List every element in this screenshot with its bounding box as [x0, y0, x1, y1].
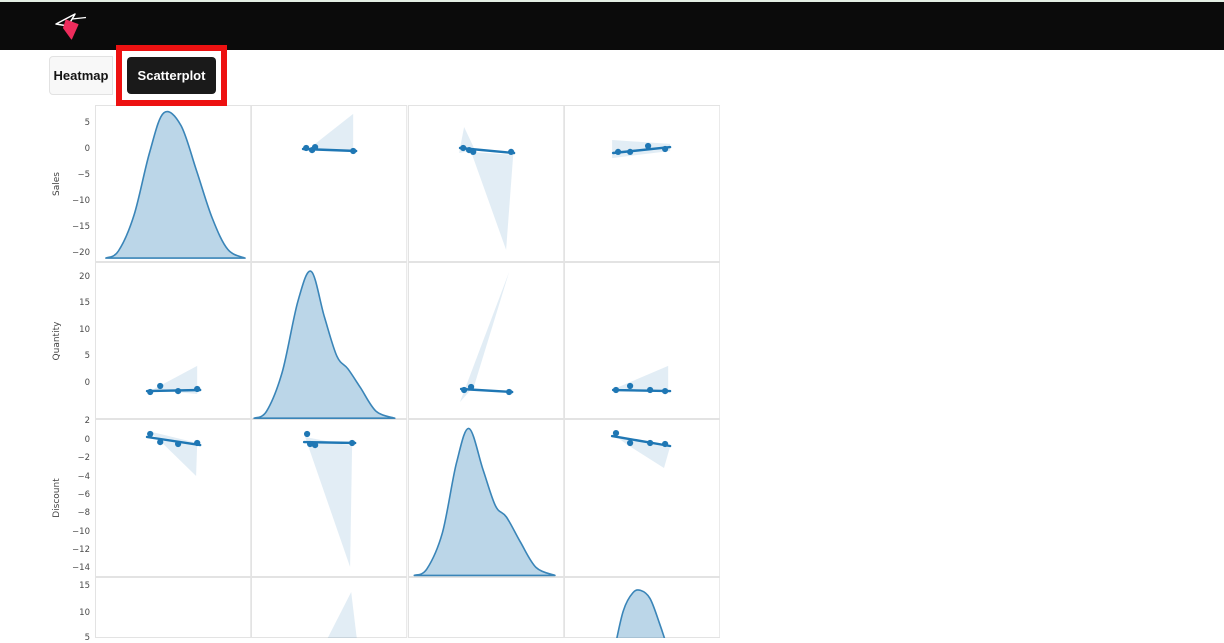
matrix-cell-r2-c2: [407, 419, 564, 577]
logo-body: [63, 19, 79, 40]
y-tick-label: −5: [77, 170, 90, 181]
y-tick-label: 0: [84, 435, 90, 445]
matrix-cell-r0-c0: [95, 105, 252, 262]
y-tick-label: −10: [72, 526, 90, 537]
matrix-cell-r2-c1: [251, 419, 408, 577]
y-tick-label: 0: [84, 143, 90, 154]
axis-label-sales: Sales: [52, 171, 62, 196]
matrix-cell-r2-c3: [563, 419, 720, 577]
y-tick-label: −2: [77, 453, 90, 464]
logo-beak: [71, 16, 87, 20]
matrix-cell-r3-c2: [407, 577, 564, 638]
matrix-cell-r2-c0: [95, 419, 252, 577]
matrix-cell-r0-c2: [407, 105, 564, 262]
y-tick-label: 10: [79, 324, 90, 335]
y-tick-label: 5: [84, 351, 90, 362]
top-navbar: 3: [0, 0, 1224, 50]
matrix-cell-r1-c2: [407, 262, 564, 419]
matrix-cell-r0-c1: [251, 105, 408, 262]
y-tick-label: 15: [79, 581, 90, 592]
hummingbird-logo[interactable]: [52, 9, 88, 45]
matrix-cell-r1-c0: [95, 262, 252, 419]
axis-label-quantity: Quantity: [52, 321, 62, 360]
y-tick-label: 10: [79, 607, 90, 618]
y-tick-label: 15: [79, 297, 90, 308]
matrix-cell-r1-c1: [251, 262, 408, 419]
matrix-cell-r3-c1: [251, 577, 408, 638]
y-tick-label: 0: [84, 378, 90, 389]
y-tick-label: −20: [72, 248, 90, 259]
axis-label-discount: Discount: [52, 478, 62, 518]
y-tick-label: −8: [77, 508, 90, 518]
y-tick-label: 2: [84, 416, 90, 427]
tab-heatmap[interactable]: Heatmap: [49, 56, 113, 95]
y-tick-label: 5: [84, 118, 90, 129]
y-tick-label: 20: [79, 272, 90, 283]
tab-scatterplot[interactable]: Scatterplot: [127, 57, 216, 94]
y-tick-label: −14: [72, 562, 90, 573]
y-tick-label: −12: [72, 544, 90, 555]
logo-wing: [55, 13, 76, 27]
y-tick-label: −6: [77, 489, 90, 500]
y-tick-label: −4: [77, 471, 90, 482]
matrix-cell-r3-c0: [95, 577, 252, 638]
matrix-cell-r3-c3: [563, 577, 720, 638]
y-tick-label: 5: [84, 633, 90, 643]
matrix-cell-r1-c3: [563, 262, 720, 419]
y-tick-label: −10: [72, 195, 90, 206]
matrix-cell-r0-c3: [563, 105, 720, 262]
y-tick-label: −15: [72, 221, 90, 232]
